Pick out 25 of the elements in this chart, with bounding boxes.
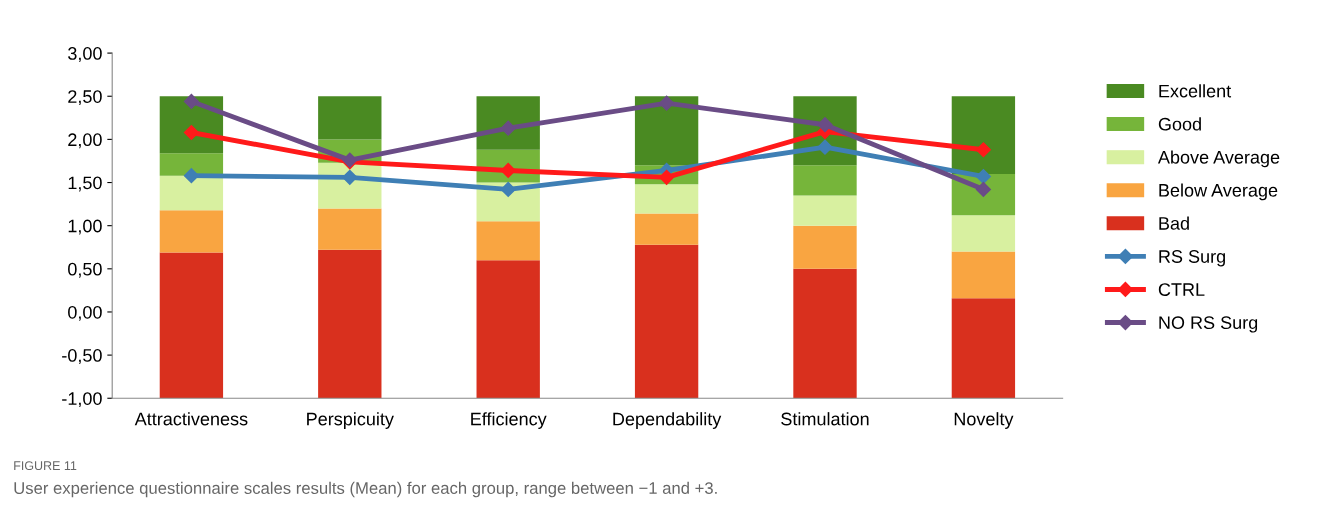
x-tick-label: Novelty <box>954 412 1014 429</box>
y-tick-label: 1,50 <box>68 176 102 192</box>
y-tick-label: 1,00 <box>68 219 102 235</box>
y-tick-label: 3,00 <box>68 47 102 62</box>
legend-label: CTRL <box>1158 283 1205 296</box>
y-tick-label: 0,00 <box>68 305 102 321</box>
y-tick-label: 0,50 <box>68 262 102 278</box>
legend-label: Good <box>1158 117 1201 131</box>
legend-label: Below Average <box>1159 183 1278 201</box>
legend-label: Above Average <box>1157 150 1280 168</box>
x-tick-label: Efficiency <box>471 412 547 429</box>
y-tick-label: 2,50 <box>68 90 102 106</box>
x-tick-label: Attractiveness <box>134 412 248 426</box>
y-tick-label: -0,50 <box>62 349 102 364</box>
text: User experience questionnaire scales results (Mean) for each group, range between −1 and +3. <box>14 481 717 498</box>
caption: FIGURE 11 <box>14 461 77 471</box>
legend-label: Bad <box>1159 216 1189 230</box>
legend-label: RS Surg <box>1159 250 1225 267</box>
legend-label: Excellent <box>1159 84 1232 98</box>
x-tick-label: Dependability <box>613 412 722 429</box>
y-tick-label: -1,00 <box>62 392 102 408</box>
legend-label: NO RS Surg <box>1159 316 1258 333</box>
x-tick-label: Perspicuity <box>307 412 394 429</box>
y-tick-label: 2,00 <box>68 133 102 149</box>
x-tick-label: Stimulation <box>781 412 869 426</box>
